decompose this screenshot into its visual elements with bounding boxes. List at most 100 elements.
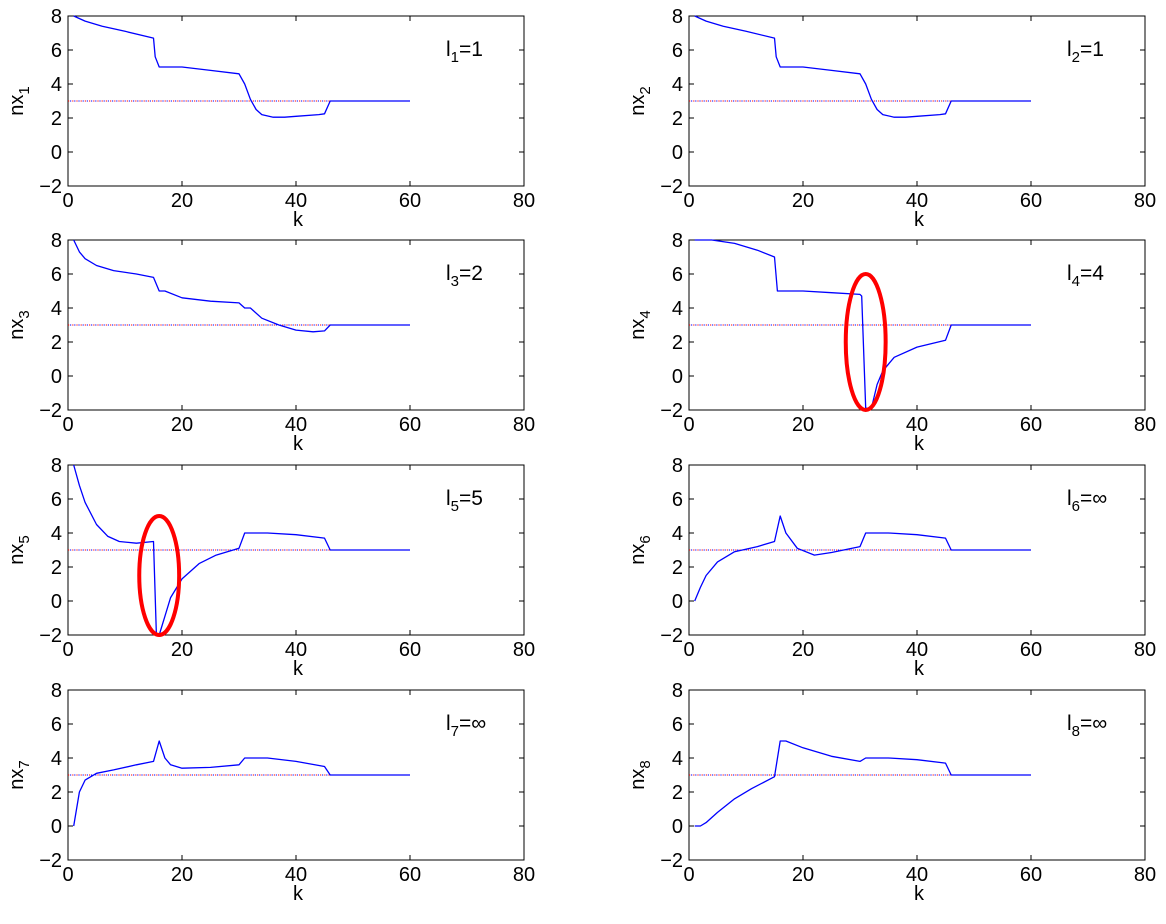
y-tick-label: 0 bbox=[51, 591, 62, 613]
y-tick-label: 0 bbox=[672, 366, 683, 388]
y-tick-label: 4 bbox=[51, 748, 62, 770]
x-tick-label: 80 bbox=[1134, 864, 1156, 886]
y-tick-label: 8 bbox=[51, 6, 62, 28]
y-label-subscript: 7 bbox=[16, 760, 33, 768]
x-tick-label: 40 bbox=[285, 414, 307, 436]
y-axis-label: nx5 bbox=[6, 535, 33, 564]
y-tick-label: 8 bbox=[51, 680, 62, 702]
panel-annotation: l6=∞ bbox=[1067, 487, 1107, 515]
y-tick-label: 4 bbox=[672, 523, 683, 545]
annotation-subscript: 5 bbox=[451, 498, 459, 515]
y-axis-label: nx8 bbox=[627, 760, 654, 789]
y-tick-label: 0 bbox=[51, 142, 62, 164]
y-tick-label: 2 bbox=[51, 332, 62, 354]
x-tick-label: 20 bbox=[792, 639, 814, 661]
y-label-main: nx bbox=[6, 319, 28, 340]
y-tick-label: 6 bbox=[672, 489, 683, 511]
panel-annotation: l8=∞ bbox=[1067, 712, 1107, 740]
y-tick-label: 0 bbox=[51, 816, 62, 838]
y-tick-label: 6 bbox=[672, 40, 683, 62]
x-tick-label: 0 bbox=[683, 864, 694, 886]
annotation-main: l bbox=[1067, 38, 1072, 61]
x-tick-label: 60 bbox=[399, 864, 421, 886]
highlight-ellipse bbox=[843, 272, 888, 412]
y-axis-label: nx4 bbox=[627, 310, 654, 339]
y-tick-label: −2 bbox=[39, 850, 62, 872]
series-line bbox=[694, 740, 1031, 827]
x-tick-label: 40 bbox=[285, 639, 307, 661]
y-tick-label: 4 bbox=[51, 298, 62, 320]
x-axis-label: k bbox=[293, 209, 304, 231]
x-tick-label: 0 bbox=[62, 190, 73, 212]
y-label-subscript: 6 bbox=[637, 535, 654, 543]
annotation-subscript: 1 bbox=[451, 49, 459, 66]
y-tick-label: 0 bbox=[672, 816, 683, 838]
y-tick-label: 4 bbox=[51, 74, 62, 96]
x-tick-label: 0 bbox=[62, 864, 73, 886]
y-tick-label: −2 bbox=[660, 176, 683, 198]
x-tick-label: 40 bbox=[906, 864, 928, 886]
x-tick-label: 40 bbox=[906, 190, 928, 212]
highlight-ellipse bbox=[137, 514, 182, 637]
y-tick-label: 0 bbox=[51, 366, 62, 388]
annotation-main: l bbox=[446, 712, 451, 735]
x-tick-label: 0 bbox=[62, 639, 73, 661]
y-label-subscript: 2 bbox=[637, 86, 654, 94]
panel-annotation: l4=4 bbox=[1067, 262, 1104, 290]
annotation-main: l bbox=[1067, 712, 1072, 735]
y-tick-label: 8 bbox=[672, 680, 683, 702]
x-tick-label: 80 bbox=[513, 190, 535, 212]
y-tick-label: 4 bbox=[672, 298, 683, 320]
annotation-tail: =∞ bbox=[1080, 487, 1107, 510]
y-tick-label: 2 bbox=[672, 108, 683, 130]
y-label-subscript: 1 bbox=[16, 86, 33, 94]
x-tick-label: 60 bbox=[1020, 864, 1042, 886]
x-tick-label: 0 bbox=[683, 639, 694, 661]
y-label-subscript: 4 bbox=[637, 310, 654, 318]
y-tick-label: 8 bbox=[51, 455, 62, 477]
x-axis-label: k bbox=[293, 883, 304, 905]
y-axis-label: nx2 bbox=[627, 86, 654, 115]
x-tick-label: 80 bbox=[513, 864, 535, 886]
x-tick-label: 40 bbox=[285, 190, 307, 212]
x-tick-label: 60 bbox=[1020, 414, 1042, 436]
y-label-main: nx bbox=[627, 95, 649, 116]
x-tick-label: 80 bbox=[513, 639, 535, 661]
x-axis-label: k bbox=[914, 883, 925, 905]
series-line bbox=[694, 515, 1031, 602]
annotation-tail: =1 bbox=[459, 38, 483, 61]
y-tick-label: 2 bbox=[51, 108, 62, 130]
x-tick-label: 40 bbox=[906, 414, 928, 436]
x-tick-label: 0 bbox=[683, 414, 694, 436]
y-tick-label: 6 bbox=[51, 40, 62, 62]
series-line bbox=[73, 464, 410, 636]
y-tick-label: 0 bbox=[672, 142, 683, 164]
x-tick-label: 20 bbox=[171, 639, 193, 661]
y-tick-label: 2 bbox=[672, 332, 683, 354]
y-tick-label: 6 bbox=[51, 489, 62, 511]
y-tick-label: 6 bbox=[51, 264, 62, 286]
y-tick-label: −2 bbox=[660, 625, 683, 647]
annotation-subscript: 3 bbox=[451, 273, 459, 290]
annotation-main: l bbox=[446, 262, 451, 285]
y-axis-label: nx6 bbox=[627, 535, 654, 564]
annotation-tail: =1 bbox=[1080, 38, 1104, 61]
x-tick-label: 20 bbox=[171, 414, 193, 436]
y-axis-label: nx3 bbox=[6, 310, 33, 339]
y-label-main: nx bbox=[627, 544, 649, 565]
x-axis-label: k bbox=[914, 433, 925, 455]
y-tick-label: 8 bbox=[672, 455, 683, 477]
panel-annotation: l1=1 bbox=[446, 38, 483, 66]
y-axis-label: nx7 bbox=[6, 760, 33, 789]
series-line bbox=[73, 239, 410, 333]
x-axis-label: k bbox=[293, 658, 304, 680]
x-tick-label: 80 bbox=[1134, 414, 1156, 436]
y-tick-label: 6 bbox=[672, 264, 683, 286]
panel-annotation: l7=∞ bbox=[446, 712, 486, 740]
